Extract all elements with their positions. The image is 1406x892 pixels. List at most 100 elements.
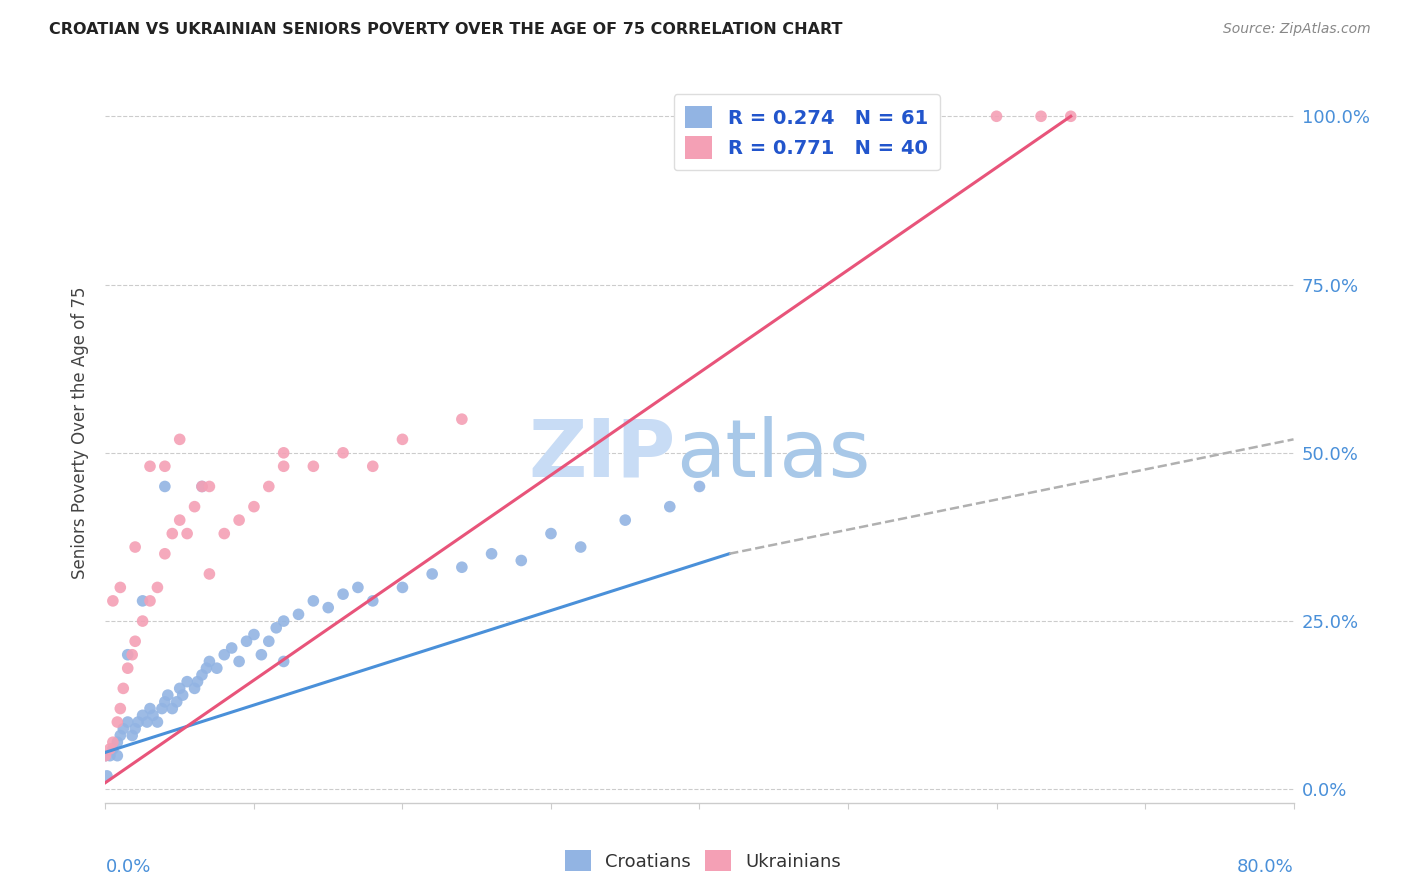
Point	[176, 526, 198, 541]
Point	[569, 540, 592, 554]
Point	[347, 581, 370, 595]
Point	[257, 479, 280, 493]
Point	[316, 600, 339, 615]
Point	[176, 674, 198, 689]
Point	[101, 742, 124, 756]
Point	[186, 674, 208, 689]
Point	[361, 459, 384, 474]
Point	[198, 566, 221, 581]
Point	[169, 433, 191, 447]
Legend: Croatians, Ukrainians: Croatians, Ukrainians	[558, 843, 848, 879]
Point	[243, 627, 266, 641]
Point	[153, 479, 176, 493]
Point	[105, 735, 128, 749]
Point	[250, 648, 273, 662]
Point	[131, 594, 153, 608]
Point	[146, 714, 169, 729]
Point	[150, 701, 173, 715]
Point	[94, 748, 117, 763]
Point	[228, 513, 250, 527]
Point	[131, 614, 153, 628]
Point	[420, 566, 443, 581]
Point	[481, 547, 503, 561]
Point	[257, 634, 280, 648]
Point	[127, 714, 149, 729]
Point	[391, 581, 413, 595]
Point	[98, 748, 121, 763]
Point	[110, 701, 132, 715]
Point	[221, 640, 243, 655]
Text: 0.0%: 0.0%	[105, 858, 150, 876]
Point	[136, 714, 159, 729]
Point	[166, 695, 188, 709]
Y-axis label: Seniors Poverty Over the Age of 75: Seniors Poverty Over the Age of 75	[72, 286, 90, 579]
Point	[169, 513, 191, 527]
Point	[117, 661, 139, 675]
Point	[235, 634, 257, 648]
Point	[101, 594, 124, 608]
Point	[153, 459, 176, 474]
Point	[510, 553, 533, 567]
Point	[101, 735, 124, 749]
Point	[121, 729, 143, 743]
Point	[540, 526, 562, 541]
Point	[273, 459, 295, 474]
Point	[117, 648, 139, 662]
Point	[214, 526, 236, 541]
Point	[162, 526, 184, 541]
Point	[131, 708, 153, 723]
Point	[169, 681, 191, 696]
Point	[391, 433, 413, 447]
Point	[124, 722, 146, 736]
Point	[94, 748, 117, 763]
Point	[183, 500, 205, 514]
Point	[124, 634, 146, 648]
Point	[243, 500, 266, 514]
Point	[146, 581, 169, 595]
Text: CROATIAN VS UKRAINIAN SENIORS POVERTY OVER THE AGE OF 75 CORRELATION CHART: CROATIAN VS UKRAINIAN SENIORS POVERTY OV…	[49, 22, 842, 37]
Point	[191, 479, 214, 493]
Point	[198, 655, 221, 669]
Point	[614, 513, 637, 527]
Point	[332, 446, 354, 460]
Legend: R = 0.274   N = 61, R = 0.771   N = 40: R = 0.274 N = 61, R = 0.771 N = 40	[673, 95, 941, 170]
Point	[112, 681, 135, 696]
Point	[195, 661, 218, 675]
Point	[124, 540, 146, 554]
Text: atlas: atlas	[676, 416, 870, 494]
Point	[302, 594, 325, 608]
Point	[162, 701, 184, 715]
Point	[228, 655, 250, 669]
Point	[658, 500, 681, 514]
Point	[287, 607, 309, 622]
Point	[183, 681, 205, 696]
Point	[986, 109, 1008, 123]
Point	[191, 479, 214, 493]
Point	[273, 655, 295, 669]
Point	[205, 661, 228, 675]
Point	[273, 446, 295, 460]
Text: 80.0%: 80.0%	[1237, 858, 1294, 876]
Point	[153, 695, 176, 709]
Point	[105, 748, 128, 763]
Point	[96, 769, 118, 783]
Point	[139, 459, 162, 474]
Point	[689, 479, 711, 493]
Point	[1060, 109, 1083, 123]
Point	[110, 581, 132, 595]
Point	[450, 560, 472, 574]
Point	[302, 459, 325, 474]
Point	[361, 594, 384, 608]
Point	[142, 708, 165, 723]
Point	[264, 621, 287, 635]
Point	[273, 614, 295, 628]
Point	[110, 729, 132, 743]
Point	[105, 714, 128, 729]
Point	[214, 648, 236, 662]
Point	[198, 479, 221, 493]
Text: Source: ZipAtlas.com: Source: ZipAtlas.com	[1223, 22, 1371, 37]
Point	[153, 547, 176, 561]
Point	[121, 648, 143, 662]
Point	[450, 412, 472, 426]
Text: ZIP: ZIP	[529, 416, 676, 494]
